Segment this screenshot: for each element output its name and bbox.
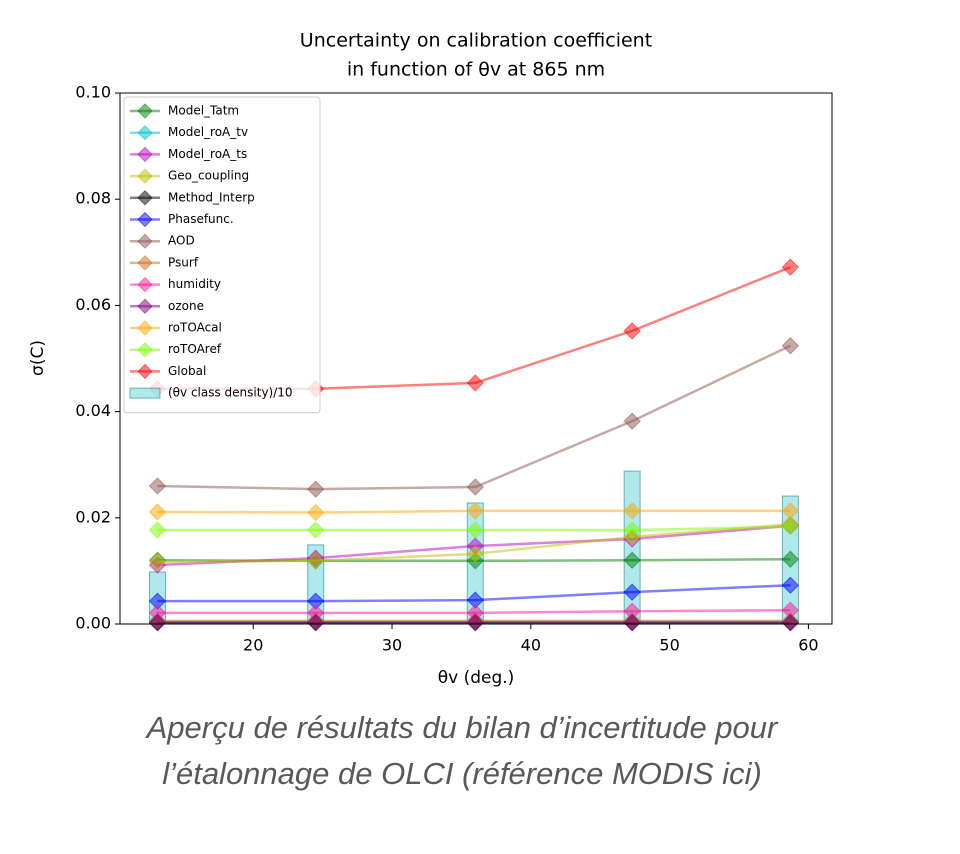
legend-marker <box>137 255 153 271</box>
marker <box>623 521 641 539</box>
marker <box>306 521 325 539</box>
y-tick-label: 0.08 <box>75 189 111 208</box>
marker <box>148 477 167 495</box>
marker <box>781 576 800 594</box>
marker <box>466 614 485 632</box>
legend-marker <box>137 124 153 141</box>
legend-label: ozone <box>168 299 204 313</box>
caption: Aperçu de résultats du bilan d’incertitu… <box>145 710 779 745</box>
y-tick-label: 0.02 <box>75 507 111 526</box>
marker <box>623 614 641 632</box>
legend-label: Model_roA_ts <box>168 147 247 161</box>
legend-box <box>123 96 321 414</box>
legend-label: roTOAcal <box>168 321 222 335</box>
caption: l’étalonnage de OLCI (référence MODIS ic… <box>162 756 762 791</box>
marker <box>306 614 325 632</box>
marker <box>623 502 641 520</box>
legend-swatch <box>129 387 161 399</box>
marker <box>148 503 167 521</box>
marker <box>466 502 485 520</box>
legend-label: Global <box>168 364 206 378</box>
marker <box>148 553 167 571</box>
legend-label: AOD <box>168 234 195 248</box>
marker <box>466 374 485 392</box>
legend-marker <box>137 341 153 358</box>
marker <box>623 322 641 340</box>
x-axis-label: θv (deg.) <box>438 668 515 688</box>
marker <box>306 552 325 570</box>
legend-label: Phasefunc. <box>168 212 234 226</box>
x-tick-label: 30 <box>382 636 402 655</box>
chart-title: in function of θv at 865 nm <box>347 59 605 81</box>
x-tick-label: 60 <box>798 636 818 655</box>
legend-label: (θv class density)/10 <box>168 386 293 400</box>
marker <box>623 412 641 430</box>
legend-label: roTOAref <box>168 342 222 356</box>
marker <box>781 614 800 632</box>
x-tick-label: 50 <box>659 636 679 655</box>
y-axis-label: σ(C) <box>28 340 48 376</box>
marker <box>306 503 325 522</box>
legend-label: humidity <box>168 277 221 291</box>
chart-title: Uncertainty on calibration coefficient <box>300 30 652 52</box>
legend-marker <box>137 363 153 380</box>
marker <box>466 545 485 563</box>
legend-marker <box>137 320 153 336</box>
marker <box>306 480 325 498</box>
legend-marker <box>137 146 153 163</box>
legend-label: Method_Interp <box>168 190 255 204</box>
legend-label: Model_roA_tv <box>168 125 248 139</box>
y-tick-label: 0.10 <box>75 83 111 102</box>
marker <box>781 550 800 568</box>
marker <box>781 258 800 276</box>
legend-label: Psurf <box>168 255 199 269</box>
legend-marker <box>137 233 153 249</box>
legend-marker <box>137 168 153 184</box>
marker <box>623 583 641 601</box>
legend-label: Model_Tatm <box>168 104 239 118</box>
legend-marker <box>137 298 153 315</box>
marker <box>466 478 485 496</box>
x-tick-label: 40 <box>521 636 541 655</box>
legend-marker <box>137 211 153 228</box>
marker <box>466 521 485 539</box>
marker <box>148 614 167 632</box>
y-tick-label: 0.04 <box>75 401 111 420</box>
marker <box>781 337 800 355</box>
legend-marker <box>137 103 153 119</box>
marker <box>781 518 800 536</box>
legend-marker <box>137 190 153 206</box>
y-tick-label: 0.06 <box>75 295 111 314</box>
y-tick-label: 0.00 <box>75 614 111 633</box>
legend-marker <box>137 276 153 293</box>
marker <box>148 521 167 539</box>
legend-label: Geo_coupling <box>168 169 249 183</box>
x-tick-label: 20 <box>243 636 263 655</box>
marker <box>623 551 641 569</box>
plot-frame <box>119 92 833 625</box>
